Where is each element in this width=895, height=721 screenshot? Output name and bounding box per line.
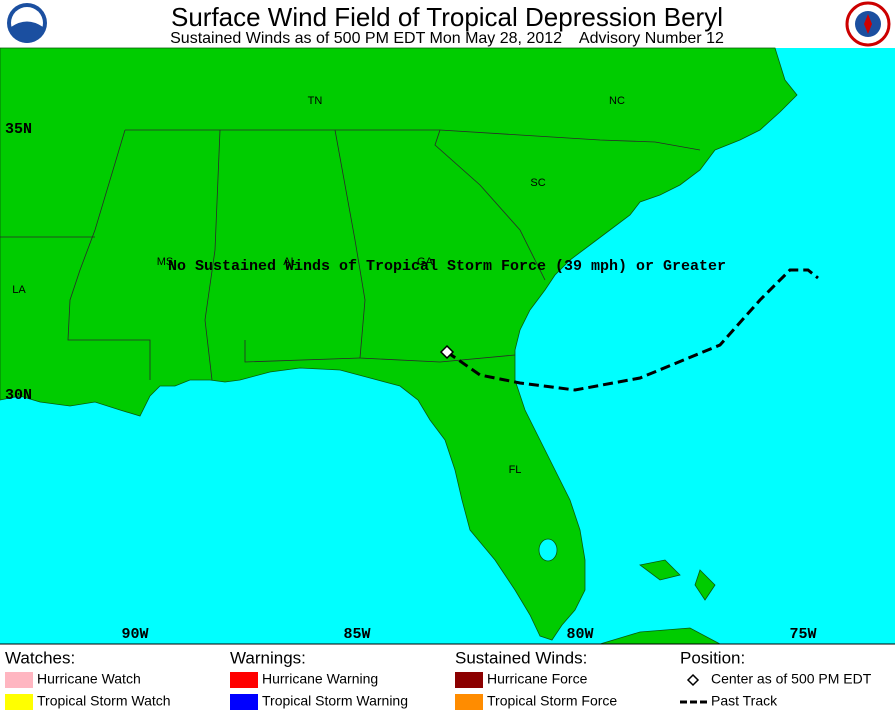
noaa-logo xyxy=(7,3,47,43)
legend-item: Hurricane Warning xyxy=(262,671,378,687)
state-label: FL xyxy=(509,464,522,476)
swatch xyxy=(5,694,33,710)
legend-item: Past Track xyxy=(711,693,778,709)
legend-item: Hurricane Watch xyxy=(37,671,141,687)
state-label: SC xyxy=(530,177,545,189)
swatch xyxy=(455,672,483,688)
legend-item: Tropical Storm Warning xyxy=(262,693,408,709)
state-label: NC xyxy=(609,95,625,107)
state-label: MS xyxy=(157,256,174,268)
legend-heading: Warnings: xyxy=(230,648,306,667)
state-label: LA xyxy=(12,284,26,296)
title: Surface Wind Field of Tropical Depressio… xyxy=(171,2,723,32)
swatch xyxy=(5,672,33,688)
legend-item: Center as of 500 PM EDT xyxy=(711,671,872,687)
past-track xyxy=(446,268,819,392)
lake-okeechobee xyxy=(538,538,558,562)
legend-heading: Position: xyxy=(680,648,745,667)
state-label: TN xyxy=(308,95,323,107)
legend-item: Hurricane Force xyxy=(487,671,588,687)
center-symbol xyxy=(686,673,700,687)
nws-logo xyxy=(845,1,891,47)
note: No Sustained Winds of Tropical Storm For… xyxy=(168,258,726,275)
lon-label: 75W xyxy=(789,626,816,643)
state-label: AL xyxy=(283,256,296,268)
state-label: GA xyxy=(417,256,434,268)
lon-label: 90W xyxy=(121,626,148,643)
legend-item: Tropical Storm Force xyxy=(487,693,617,709)
state-borders xyxy=(0,129,701,381)
legend-heading: Watches: xyxy=(5,648,75,667)
lat-label: 35N xyxy=(5,121,32,138)
land xyxy=(0,47,798,641)
storm-center xyxy=(439,344,455,360)
lon-label: 80W xyxy=(566,626,593,643)
bahamas xyxy=(639,559,716,601)
legend-heading: Sustained Winds: xyxy=(455,648,587,667)
legend-item: Tropical Storm Watch xyxy=(37,693,171,709)
lat-label: 30N xyxy=(5,387,32,404)
subtitle: Sustained Winds as of 500 PM EDT Mon May… xyxy=(170,30,724,47)
swatch xyxy=(230,672,258,688)
swatch xyxy=(230,694,258,710)
swatch xyxy=(455,694,483,710)
lon-label: 85W xyxy=(343,626,370,643)
